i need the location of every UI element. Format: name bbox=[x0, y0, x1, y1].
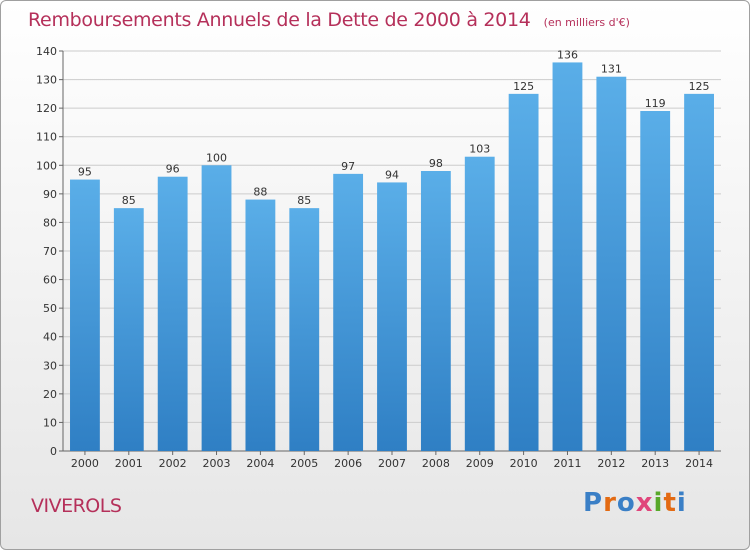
chart-title-row: Remboursements Annuels de la Dette de 20… bbox=[28, 9, 630, 31]
proxiti-logo[interactable]: Proxiti bbox=[583, 488, 687, 518]
data-label: 119 bbox=[645, 97, 666, 110]
x-tick-label: 2014 bbox=[685, 457, 713, 470]
x-tick-label: 2013 bbox=[641, 457, 669, 470]
data-label: 131 bbox=[601, 63, 622, 76]
chart-title: Remboursements Annuels de la Dette de 20… bbox=[28, 9, 531, 31]
x-tick-label: 2000 bbox=[71, 457, 99, 470]
y-tick-label: 0 bbox=[50, 445, 57, 458]
chart-subtitle: (en milliers d'€) bbox=[543, 16, 630, 29]
x-tick-label: 2007 bbox=[378, 457, 406, 470]
y-tick-label: 80 bbox=[43, 216, 57, 229]
data-label: 98 bbox=[429, 157, 443, 170]
data-label: 100 bbox=[206, 151, 227, 164]
bar bbox=[552, 62, 583, 452]
bar bbox=[684, 93, 714, 451]
x-tick-label: 2006 bbox=[334, 457, 362, 470]
bar bbox=[596, 76, 627, 451]
bars bbox=[70, 62, 714, 452]
data-label: 95 bbox=[78, 166, 92, 179]
data-label: 96 bbox=[166, 163, 180, 176]
x-tick-label: 2012 bbox=[597, 457, 625, 470]
data-label: 103 bbox=[469, 143, 490, 156]
y-tick-label: 50 bbox=[43, 302, 57, 315]
data-label: 85 bbox=[122, 194, 136, 207]
data-label: 97 bbox=[341, 160, 355, 173]
bar bbox=[157, 176, 188, 451]
x-tick-label: 2008 bbox=[422, 457, 450, 470]
y-tick-label: 110 bbox=[36, 131, 57, 144]
y-tick-label: 30 bbox=[43, 359, 57, 372]
bar bbox=[289, 208, 320, 451]
data-label: 88 bbox=[253, 186, 267, 199]
commune-name: VIVEROLS bbox=[31, 495, 122, 517]
y-tick-label: 70 bbox=[43, 245, 57, 258]
x-tick-label: 2004 bbox=[246, 457, 274, 470]
data-label: 136 bbox=[557, 48, 578, 61]
bar bbox=[377, 182, 407, 451]
x-tick-label: 2009 bbox=[466, 457, 494, 470]
data-label: 94 bbox=[385, 168, 399, 181]
x-tick-label: 2005 bbox=[290, 457, 318, 470]
data-label: 125 bbox=[689, 80, 710, 93]
labels: 0 10 20 30 40 50 60 70 80 90 100 110 120 130 140 95 2000… bbox=[36, 45, 713, 470]
y-tick-label: 140 bbox=[36, 45, 57, 58]
x-tick-label: 2011 bbox=[553, 457, 581, 470]
bar bbox=[508, 93, 539, 451]
y-tick-label: 20 bbox=[43, 388, 57, 401]
y-tick-label: 120 bbox=[36, 102, 57, 115]
y-tick-label: 100 bbox=[36, 159, 57, 172]
bar bbox=[113, 208, 144, 451]
y-tick-label: 10 bbox=[43, 416, 57, 429]
bar bbox=[245, 199, 276, 451]
bar bbox=[464, 156, 495, 451]
y-tick-label: 130 bbox=[36, 74, 57, 87]
x-tick-label: 2002 bbox=[159, 457, 187, 470]
bar bbox=[333, 173, 364, 451]
data-label: 85 bbox=[297, 194, 311, 207]
x-tick-label: 2001 bbox=[115, 457, 143, 470]
y-tick-label: 90 bbox=[43, 188, 57, 201]
y-tick-label: 40 bbox=[43, 331, 57, 344]
bar bbox=[70, 179, 100, 452]
y-tick-label: 60 bbox=[43, 274, 57, 287]
x-tick-label: 2003 bbox=[203, 457, 231, 470]
data-label: 125 bbox=[513, 80, 534, 93]
bar bbox=[640, 111, 671, 451]
bar bbox=[420, 171, 451, 451]
x-tick-label: 2010 bbox=[510, 457, 538, 470]
bar bbox=[201, 165, 232, 452]
